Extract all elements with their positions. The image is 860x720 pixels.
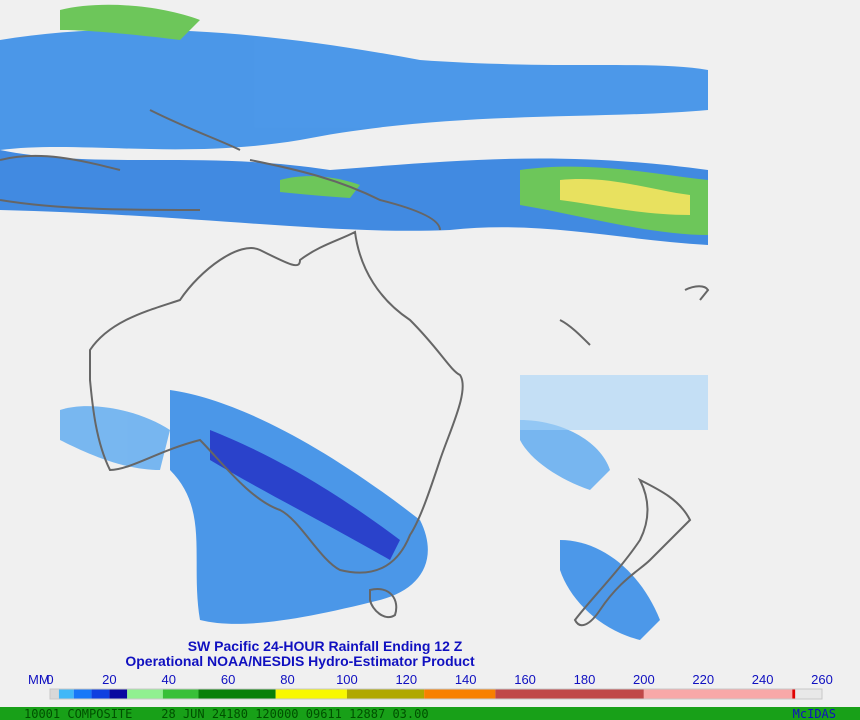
scale-segment: [495, 689, 644, 699]
scale-tick-label: 240: [752, 672, 774, 687]
status-text: 10001 COMPOSITE 28 JUN 24180 120000 0961…: [24, 707, 429, 720]
scale-segment: [109, 689, 128, 699]
rainfall-imagery: [0, 4, 708, 640]
scale-segment: [643, 689, 793, 699]
scale-tick-label: 20: [102, 672, 116, 687]
status-bar: [0, 707, 860, 720]
scale-tick-label: 140: [455, 672, 477, 687]
status-brand: McIDAS: [793, 707, 836, 720]
scale-segment: [792, 689, 796, 699]
scale-tick-label: 220: [692, 672, 714, 687]
scale-tick-label: 40: [162, 672, 176, 687]
scale-tick-label: 80: [280, 672, 294, 687]
scale-tick-label: 200: [633, 672, 655, 687]
scale-tick-label: 160: [514, 672, 536, 687]
scale-tick-label: 120: [395, 672, 417, 687]
scale-segment: [127, 689, 163, 699]
scale-tick-label: 260: [811, 672, 833, 687]
scale-segment: [198, 689, 276, 699]
scale-unit: MM: [28, 672, 50, 687]
scale-segment: [162, 689, 199, 699]
scale-segment: [275, 689, 347, 699]
title-line-2: Operational NOAA/NESDIS Hydro-Estimator …: [125, 653, 475, 669]
title-line-1: SW Pacific 24-HOUR Rainfall Ending 12 Z: [188, 638, 463, 654]
scale-segment: [73, 689, 92, 699]
coastlines: [0, 109, 710, 627]
scale-frame: [49, 688, 823, 700]
scale-tick-label: 60: [221, 672, 235, 687]
scale-tick-label: 0: [46, 672, 53, 687]
scale-segment: [424, 689, 496, 699]
scale-segment: [58, 689, 74, 699]
scale-segment: [91, 689, 110, 699]
scale-tick-label: 180: [574, 672, 596, 687]
color-scale: 0 20 40 60 80 100 120 140 160 180 200 220 240 260: [46, 672, 833, 700]
scale-segment: [50, 689, 59, 699]
scale-segment: [346, 689, 425, 699]
scale-segment: [795, 689, 822, 699]
scale-tick-label: 100: [336, 672, 358, 687]
